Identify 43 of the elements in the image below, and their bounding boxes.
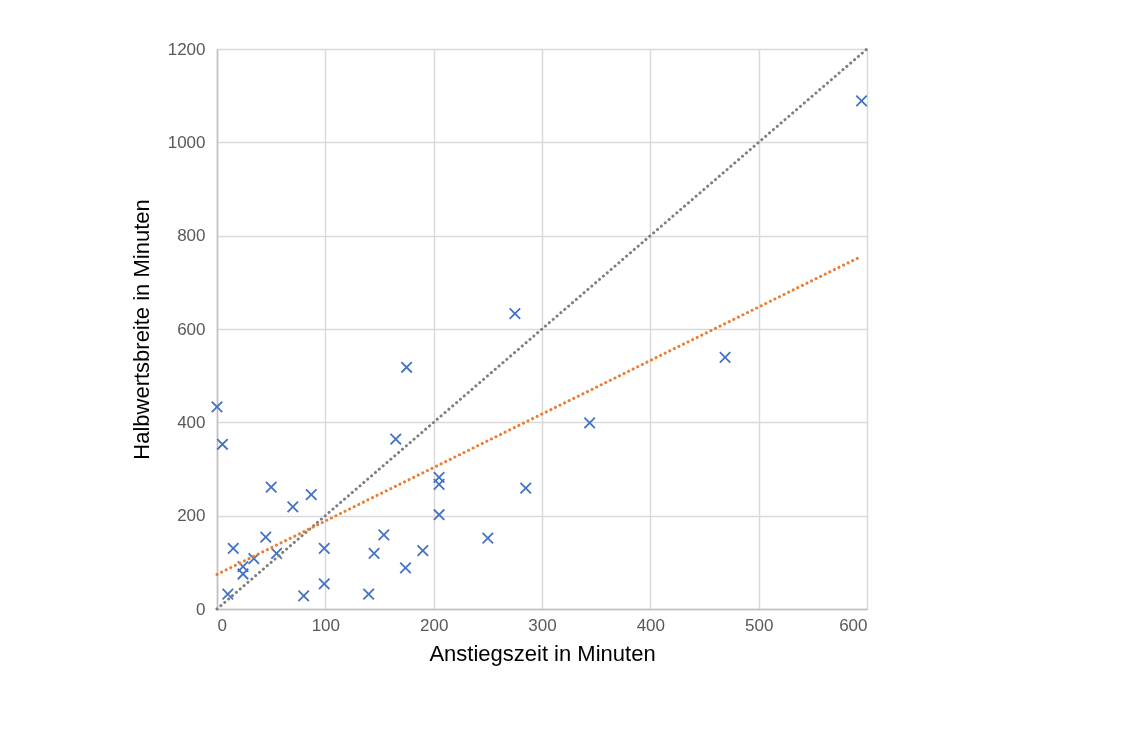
y-tick-label: 1200	[167, 39, 206, 59]
point	[362, 587, 375, 601]
y-tick-label: 200	[177, 506, 206, 526]
point	[297, 589, 310, 603]
x-axis-title: Anstiegszeit in Minuten	[429, 640, 656, 666]
y-tick-label: 400	[177, 412, 206, 432]
y-tick-label: 600	[177, 319, 206, 339]
point	[210, 400, 224, 414]
x-tick-label: 200	[419, 615, 449, 635]
y-tick-label: 800	[177, 226, 206, 246]
x-tick-label: 100	[311, 615, 341, 635]
point	[481, 531, 494, 545]
x-tick-label: 400	[636, 615, 666, 635]
x-tick-label: 600	[839, 615, 868, 635]
point	[416, 544, 429, 557]
point	[718, 351, 732, 364]
x-tick-label: 0	[217, 615, 227, 635]
point	[247, 552, 260, 565]
x-tick-label: 500	[744, 615, 774, 635]
y-axis-title: Halbwertsbreite in Minuten	[128, 199, 154, 460]
point	[221, 587, 234, 601]
point	[389, 432, 402, 446]
point	[519, 481, 532, 495]
point	[265, 481, 278, 494]
point	[318, 542, 331, 555]
point	[399, 561, 412, 575]
point	[318, 577, 331, 590]
point	[432, 508, 446, 521]
point	[400, 361, 413, 374]
point	[508, 307, 522, 320]
point	[270, 547, 283, 560]
point	[216, 438, 229, 451]
y-tick-label: 0	[196, 599, 206, 619]
point	[286, 500, 299, 513]
point	[305, 488, 318, 501]
y-tick-label: 1000	[167, 132, 206, 152]
point	[259, 530, 272, 544]
point	[367, 547, 381, 560]
point	[855, 94, 868, 107]
x-tick-label: 300	[528, 615, 557, 635]
point	[227, 542, 240, 555]
point	[377, 528, 390, 541]
point	[583, 416, 596, 429]
